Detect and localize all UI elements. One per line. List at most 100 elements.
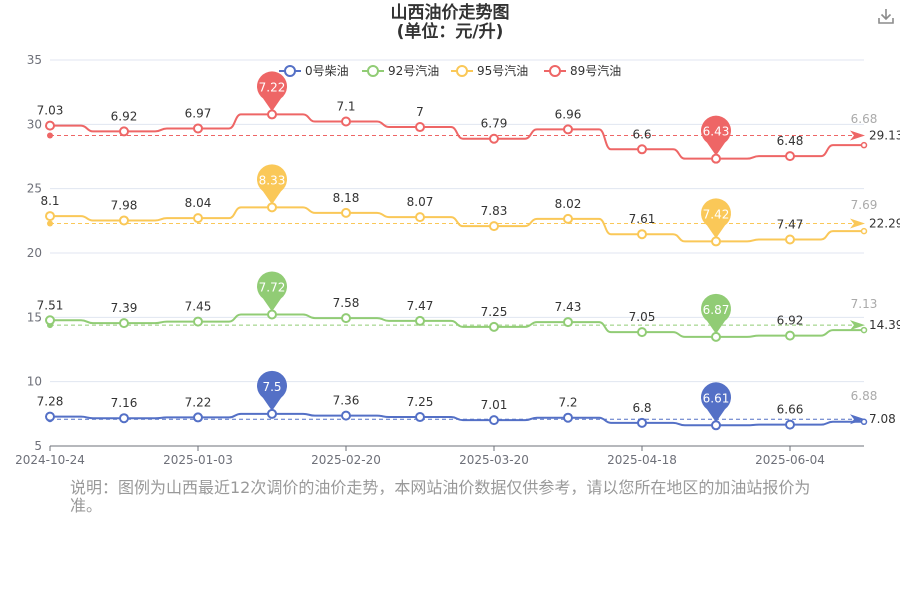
data-point[interactable] <box>341 207 351 218</box>
legend[interactable]: 0号柴油 92号汽油 95号汽油 89号汽油 <box>279 63 621 78</box>
data-label: 6.96 <box>555 107 582 121</box>
legend-item[interactable]: 89号汽油 <box>544 63 621 78</box>
data-point[interactable] <box>711 420 721 431</box>
data-point[interactable] <box>45 411 55 422</box>
min-marker-pin <box>701 198 732 239</box>
average-value-label: 22.29 <box>869 217 900 231</box>
data-point[interactable] <box>415 315 425 326</box>
x-tick-label: 2025-06-04 <box>755 453 825 467</box>
data-point[interactable] <box>341 313 351 324</box>
data-point[interactable] <box>785 419 795 430</box>
legend-label: 92号汽油 <box>388 63 439 78</box>
x-tick-label: 2024-10-24 <box>15 453 85 467</box>
legend-marker-icon <box>549 65 561 77</box>
data-point[interactable] <box>45 120 55 131</box>
data-label: 7.22 <box>185 395 212 409</box>
data-point[interactable] <box>637 144 647 155</box>
data-label: 6.66 <box>777 403 804 417</box>
data-label: 7.36 <box>333 394 360 408</box>
data-point[interactable] <box>563 124 573 135</box>
legend-item[interactable]: 95号汽油 <box>451 63 528 78</box>
data-label: 8.1 <box>40 194 59 208</box>
y-tick-label: 30 <box>27 117 42 131</box>
data-point[interactable] <box>711 236 721 247</box>
legend-item[interactable]: 0号柴油 <box>279 64 349 78</box>
data-point[interactable] <box>45 315 55 326</box>
data-point[interactable] <box>267 309 277 320</box>
data-point[interactable] <box>860 418 868 426</box>
data-label: 6.92 <box>111 109 138 123</box>
min-marker-value: 6.87 <box>703 303 730 317</box>
y-tick-label: 20 <box>27 246 42 260</box>
data-point[interactable] <box>860 227 868 235</box>
data-point[interactable] <box>489 415 499 426</box>
x-tick-label: 2025-04-18 <box>607 453 677 467</box>
data-label: 7 <box>416 105 424 119</box>
data-label: 7.05 <box>629 310 656 324</box>
data-point[interactable] <box>193 213 203 224</box>
chart-title-main: 山西油价走势图 <box>390 3 510 23</box>
max-marker-value: 7.22 <box>259 80 286 94</box>
data-point[interactable] <box>563 412 573 423</box>
data-point[interactable] <box>45 211 55 222</box>
data-label: 7.83 <box>481 204 508 218</box>
average-value-label: 7.08 <box>869 412 896 426</box>
data-point[interactable] <box>341 410 351 421</box>
max-marker[interactable]: 7.22 <box>257 71 288 112</box>
data-label: 6.6 <box>632 127 651 141</box>
data-point[interactable] <box>637 229 647 240</box>
data-point[interactable] <box>341 116 351 127</box>
data-point[interactable] <box>119 318 129 329</box>
data-label: 7.51 <box>37 298 64 312</box>
data-point[interactable] <box>267 202 277 213</box>
min-marker[interactable]: 7.42 <box>701 198 732 239</box>
data-point[interactable] <box>267 109 277 120</box>
series-line <box>50 313 864 338</box>
data-point[interactable] <box>711 331 721 342</box>
data-point[interactable] <box>563 213 573 224</box>
data-point[interactable] <box>119 215 129 226</box>
min-marker[interactable]: 6.43 <box>701 115 732 156</box>
data-point[interactable] <box>119 126 129 137</box>
data-point[interactable] <box>785 234 795 245</box>
data-label: 6.8 <box>632 401 651 415</box>
legend-label: 89号汽油 <box>570 63 621 78</box>
data-point[interactable] <box>785 330 795 341</box>
data-label: 6.88 <box>851 389 878 403</box>
data-point[interactable] <box>415 122 425 133</box>
data-label: 8.02 <box>555 197 582 211</box>
data-point[interactable] <box>785 151 795 162</box>
data-label: 7.28 <box>37 395 64 409</box>
data-point[interactable] <box>489 321 499 332</box>
legend-item[interactable]: 92号汽油 <box>362 63 439 78</box>
max-marker-value: 7.72 <box>259 281 286 295</box>
data-label: 7.69 <box>851 198 878 212</box>
data-point[interactable] <box>637 327 647 338</box>
min-marker[interactable]: 6.87 <box>701 293 732 334</box>
data-point[interactable] <box>415 212 425 223</box>
data-point[interactable] <box>119 413 129 424</box>
data-point[interactable] <box>860 326 868 334</box>
data-point[interactable] <box>711 153 721 164</box>
max-marker[interactable]: 8.33 <box>257 164 288 205</box>
data-point[interactable] <box>193 316 203 327</box>
data-point[interactable] <box>637 417 647 428</box>
x-tick-label: 2025-03-20 <box>459 453 529 467</box>
average-arrow <box>850 218 865 229</box>
max-marker[interactable]: 7.72 <box>257 271 288 312</box>
min-marker[interactable]: 6.61 <box>701 382 732 423</box>
data-point[interactable] <box>193 123 203 134</box>
data-point[interactable] <box>489 221 499 232</box>
data-point[interactable] <box>267 408 277 419</box>
data-point[interactable] <box>563 317 573 328</box>
data-label: 7.39 <box>111 301 138 315</box>
data-point[interactable] <box>415 412 425 423</box>
data-point[interactable] <box>489 133 499 144</box>
download-button[interactable] <box>876 6 896 26</box>
data-point[interactable] <box>193 412 203 423</box>
min-marker-pin <box>701 115 732 156</box>
data-point[interactable] <box>860 141 868 149</box>
data-label: 8.07 <box>407 195 434 209</box>
max-marker[interactable]: 7.5 <box>257 370 288 411</box>
data-label: 7.16 <box>111 396 138 410</box>
